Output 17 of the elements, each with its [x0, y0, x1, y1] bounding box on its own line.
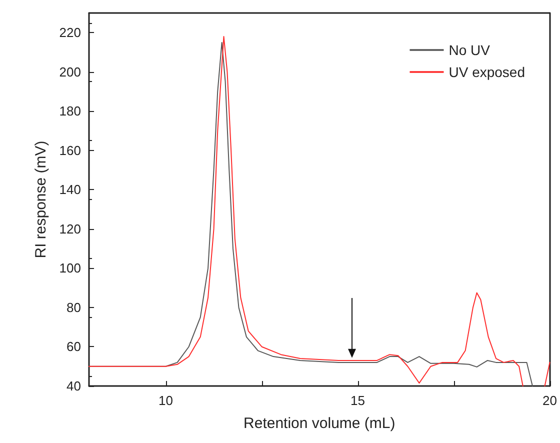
y-tick-label: 100 — [59, 260, 81, 276]
y-tick-label: 180 — [59, 104, 81, 119]
y-axis-title: RI response (mV) — [32, 140, 50, 258]
x-tick-label: 15 — [350, 393, 366, 408]
y-tick-label: 160 — [59, 142, 81, 158]
y-tick-label: 80 — [66, 300, 81, 315]
y-tick-label: 200 — [59, 64, 81, 80]
legend-label: UV exposed — [448, 64, 526, 80]
x-tick-label: 20 — [542, 393, 558, 408]
y-tick-label: 40 — [66, 378, 81, 394]
x-axis-title: Retention volume (mL) — [244, 415, 396, 432]
y-tick-label: 120 — [59, 221, 81, 236]
y-tick-label: 140 — [59, 182, 81, 198]
legend-label: No UV — [448, 42, 491, 58]
x-tick-label: 10 — [158, 393, 174, 408]
y-tick-label: 220 — [59, 25, 81, 40]
y-tick-label: 60 — [66, 339, 81, 354]
